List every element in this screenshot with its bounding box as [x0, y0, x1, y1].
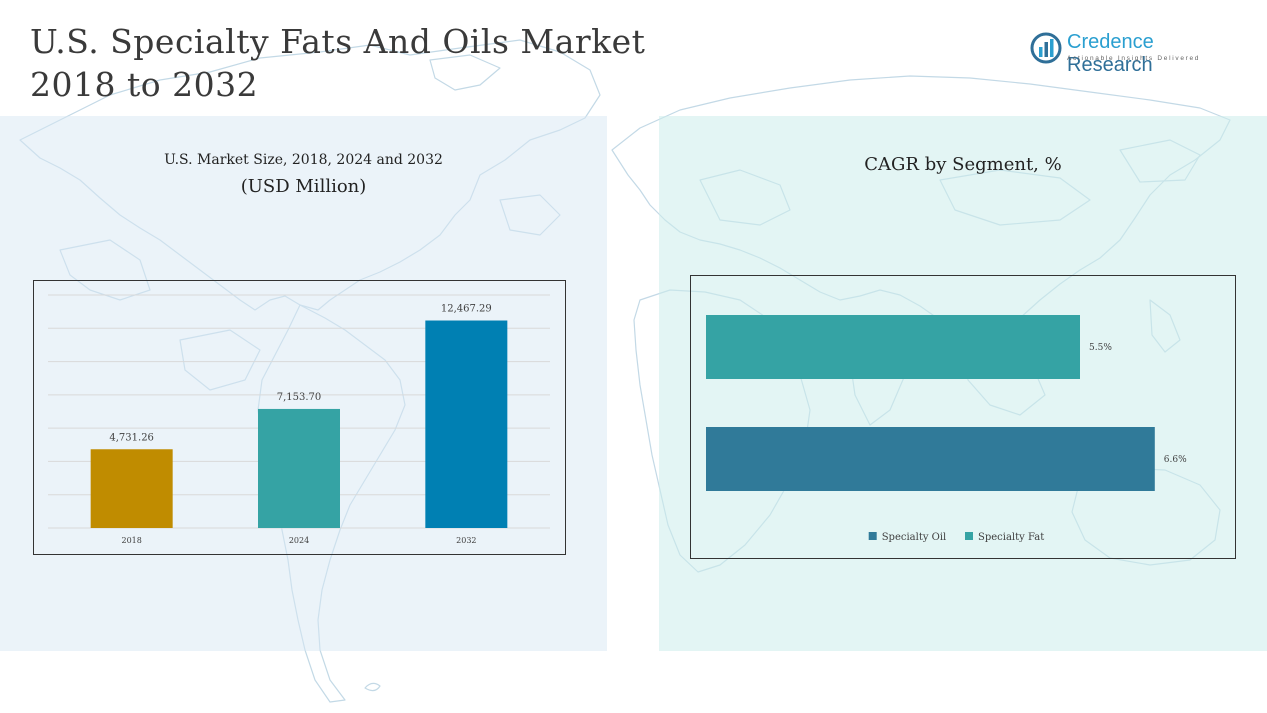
logo-brand-first: Credence — [1067, 31, 1154, 53]
data-label-specialty-fat: 5.5% — [1089, 343, 1112, 353]
title-line-2: 2018 to 2032 — [30, 65, 259, 104]
cagr-horizontal-bar-chart: 5.5% 6.6% Specialty Oil Specialty Fat — [706, 315, 1187, 543]
data-label-2018: 4,731.26 — [109, 432, 154, 443]
x-tick-label-2018: 2018 — [121, 536, 141, 545]
cagr-panel: CAGR by Segment, % — [659, 116, 1267, 651]
bar-specialty-oil — [706, 427, 1155, 491]
bar-2024 — [258, 408, 340, 528]
legend-label-specialty-fat: Specialty Fat — [978, 532, 1044, 543]
title-line-1: U.S. Specialty Fats And Oils Market — [30, 22, 646, 61]
data-label-specialty-oil: 6.6% — [1164, 455, 1187, 465]
market-size-chart-title: U.S. Market Size, 2018, 2024 and 2032 — [164, 152, 443, 168]
legend-swatch-specialty-oil — [868, 532, 877, 540]
bar-2032 — [425, 320, 508, 528]
bar-chart-circle-icon — [1030, 32, 1062, 64]
market-size-chart-subtitle: (USD Million) — [240, 176, 367, 197]
market-size-bar-chart: 4,731.26 2018 7,153.70 2024 12,467.29 2032 — [48, 294, 550, 545]
market-size-chart-frame: 4,731.26 2018 7,153.70 2024 12,467.29 2032 — [33, 280, 566, 555]
x-tick-label-2024: 2024 — [289, 536, 309, 545]
logo-brand-name: Credence Research — [1067, 31, 1240, 77]
logo-tagline: Actionable Insights Delivered — [1067, 55, 1201, 62]
x-tick-label-2032: 2032 — [456, 536, 476, 545]
bar-2018 — [90, 449, 173, 528]
data-label-2032: 12,467.29 — [441, 304, 492, 315]
cagr-chart-title: CAGR by Segment, % — [864, 154, 1062, 175]
cagr-chart-frame: 5.5% 6.6% Specialty Oil Specialty Fat — [690, 275, 1236, 559]
credence-research-logo: Credence Research Actionable Insights De… — [1030, 30, 1240, 76]
data-label-2024: 7,153.70 — [277, 392, 322, 403]
logo-brand-second: Research — [1067, 54, 1153, 76]
legend-swatch-specialty-fat — [965, 532, 973, 540]
page-title: U.S. Specialty Fats And Oils Market 2018… — [30, 20, 645, 106]
bar-specialty-fat — [706, 315, 1080, 379]
legend-label-specialty-oil: Specialty Oil — [882, 532, 947, 543]
